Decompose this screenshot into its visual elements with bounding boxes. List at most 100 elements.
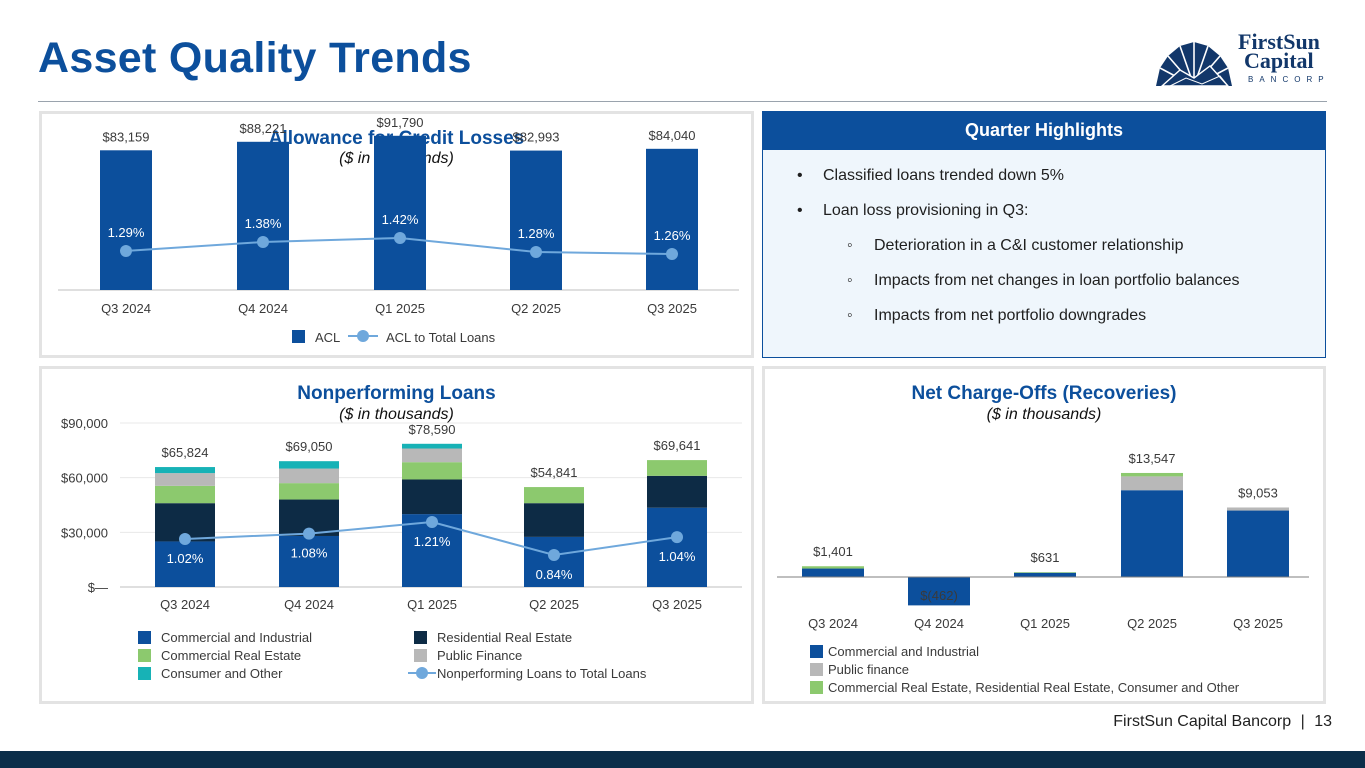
acl-chart: $83,159 Q3 2024 $88,221 Q4 2024 $91,790 Q1 20… bbox=[58, 115, 739, 345]
sunburst-logo-icon bbox=[1156, 42, 1232, 87]
nco-chart-subtitle: ($ in thousands) bbox=[986, 406, 1102, 423]
highlights-list: Classified loans trended down 5% Loan lo… bbox=[763, 150, 1325, 326]
npl-ratio-point bbox=[179, 532, 191, 545]
highlight-bullet: Classified loans trended down 5% bbox=[763, 166, 1325, 186]
npl-total-label: $54,841 bbox=[531, 465, 578, 480]
footer-company: FirstSun Capital Bancorp bbox=[1113, 713, 1292, 730]
npl-bar-segment bbox=[524, 503, 584, 537]
npl-legend-label: Consumer and Other bbox=[161, 666, 283, 681]
npl-chart: $— $30,000 $60,000 $90,000 $65,824 Q3 2024 $69… bbox=[61, 416, 742, 681]
npl-x-tick-label: Q3 2025 bbox=[652, 597, 702, 612]
nco-bar-segment bbox=[1014, 572, 1076, 577]
npl-x-tick-label: Q4 2024 bbox=[284, 597, 334, 612]
npl-chart-title: Nonperforming Loans bbox=[297, 383, 496, 404]
acl-ratio-point bbox=[257, 236, 269, 248]
npl-legend-label: Residential Real Estate bbox=[437, 630, 572, 645]
npl-bar-segment bbox=[279, 461, 339, 469]
npl-bar-segment bbox=[524, 487, 584, 504]
npl-legend-swatch bbox=[138, 667, 151, 680]
npl-bar-segment bbox=[402, 443, 462, 449]
footer: FirstSun Capital Bancorp | 13 bbox=[1113, 713, 1332, 731]
npl-y-tick-label: $60,000 bbox=[61, 471, 108, 486]
npl-legend-label-ratio: Nonperforming Loans to Total Loans bbox=[437, 666, 647, 681]
npl-bar-segment bbox=[155, 485, 215, 504]
npl-bar-segment bbox=[155, 541, 215, 587]
nco-total-label: $13,547 bbox=[1129, 451, 1176, 466]
nco-legend-label: Commercial Real Estate, Residential Real… bbox=[828, 680, 1240, 695]
nco-x-tick-label: Q3 2024 bbox=[808, 616, 858, 631]
acl-bar bbox=[374, 135, 426, 290]
nco-legend-swatch bbox=[810, 681, 823, 694]
nco-x-tick-label: Q4 2024 bbox=[914, 616, 964, 631]
npl-legend-swatch bbox=[414, 649, 427, 662]
npl-chart-panel: Nonperforming Loans ($ in thousands) $— $… bbox=[39, 366, 754, 704]
npl-bar-segment bbox=[279, 483, 339, 500]
npl-ratio-point bbox=[426, 516, 438, 528]
npl-ratio-label: 1.02% bbox=[167, 551, 204, 566]
acl-x-tick-label: Q1 2025 bbox=[375, 301, 425, 316]
npl-bar-segment bbox=[402, 462, 462, 480]
nco-bar-segment bbox=[1014, 572, 1076, 573]
acl-legend-label-ratio: ACL to Total Loans bbox=[386, 330, 496, 345]
npl-legend-label: Public Finance bbox=[437, 648, 522, 663]
npl-legend-swatch bbox=[138, 631, 151, 644]
nco-bar-segment bbox=[1121, 472, 1183, 477]
highlight-sub-bullet: Deterioration in a C&I customer relation… bbox=[763, 236, 1325, 256]
logo-text-firstsun: FirstSun bbox=[1238, 29, 1320, 54]
page-number: 13 bbox=[1314, 713, 1332, 730]
acl-legend-swatch-acl bbox=[292, 330, 305, 343]
npl-ratio-point bbox=[548, 549, 560, 561]
acl-chart-panel: Allowance for Credit Losses ($ in thousa… bbox=[39, 111, 754, 358]
footer-separator: | bbox=[1300, 713, 1305, 730]
nco-total-label: $631 bbox=[1031, 550, 1060, 565]
npl-legend-marker bbox=[416, 667, 428, 679]
acl-ratio-label: 1.28% bbox=[518, 226, 555, 241]
npl-bar-segment bbox=[155, 467, 215, 474]
npl-y-tick-label: $90,000 bbox=[61, 416, 108, 431]
footer-bar bbox=[0, 751, 1365, 768]
nco-chart-panel: Net Charge-Offs (Recoveries) ($ in thous… bbox=[762, 366, 1326, 704]
acl-ratio-point bbox=[666, 248, 678, 260]
nco-legend-swatch bbox=[810, 663, 823, 676]
npl-bar-segment bbox=[647, 475, 707, 508]
acl-ratio-label: 1.26% bbox=[654, 228, 691, 243]
npl-bar-segment bbox=[647, 460, 707, 476]
npl-y-tick-label: $30,000 bbox=[61, 525, 108, 540]
acl-x-tick-label: Q2 2025 bbox=[511, 301, 561, 316]
nco-x-tick-label: Q1 2025 bbox=[1020, 616, 1070, 631]
npl-bar-segment bbox=[647, 507, 707, 587]
nco-x-tick-label: Q3 2025 bbox=[1233, 616, 1283, 631]
acl-legend-label-acl: ACL bbox=[315, 330, 340, 345]
npl-x-tick-label: Q2 2025 bbox=[529, 597, 579, 612]
npl-bar-segment bbox=[402, 448, 462, 463]
nco-legend-label: Public finance bbox=[828, 662, 909, 677]
nco-chart-title: Net Charge-Offs (Recoveries) bbox=[911, 383, 1177, 404]
nco-bar-segment bbox=[908, 577, 970, 606]
nco-legend-label: Commercial and Industrial bbox=[828, 644, 979, 659]
nco-bar-segment bbox=[802, 568, 864, 577]
npl-bar-segment bbox=[279, 535, 339, 587]
highlight-sub-bullet: Impacts from net portfolio downgrades bbox=[763, 306, 1325, 326]
npl-legend-swatch bbox=[414, 631, 427, 644]
acl-bar-label: $84,040 bbox=[649, 128, 696, 143]
acl-ratio-label: 1.38% bbox=[245, 216, 282, 231]
acl-bar bbox=[237, 141, 289, 290]
npl-ratio-label: 1.08% bbox=[291, 546, 328, 561]
nco-bar-segment bbox=[802, 566, 864, 569]
acl-legend-marker bbox=[357, 330, 369, 342]
npl-total-label: $78,590 bbox=[409, 422, 456, 437]
acl-bar bbox=[510, 150, 562, 290]
acl-ratio-label: 1.29% bbox=[108, 225, 145, 240]
nco-bar-segment bbox=[1227, 510, 1289, 577]
acl-bar bbox=[646, 148, 698, 290]
npl-legend-label: Commercial Real Estate bbox=[161, 648, 301, 663]
nco-legend-swatch bbox=[810, 645, 823, 658]
npl-ratio-label: 0.84% bbox=[536, 567, 573, 582]
nco-total-label: $9,053 bbox=[1238, 485, 1278, 500]
acl-ratio-point bbox=[120, 245, 132, 257]
acl-ratio-point bbox=[394, 232, 406, 244]
npl-ratio-label: 1.21% bbox=[414, 534, 451, 549]
npl-x-tick-label: Q3 2024 bbox=[160, 597, 210, 612]
nco-x-tick-label: Q2 2025 bbox=[1127, 616, 1177, 631]
acl-bar-label: $91,790 bbox=[377, 115, 424, 130]
